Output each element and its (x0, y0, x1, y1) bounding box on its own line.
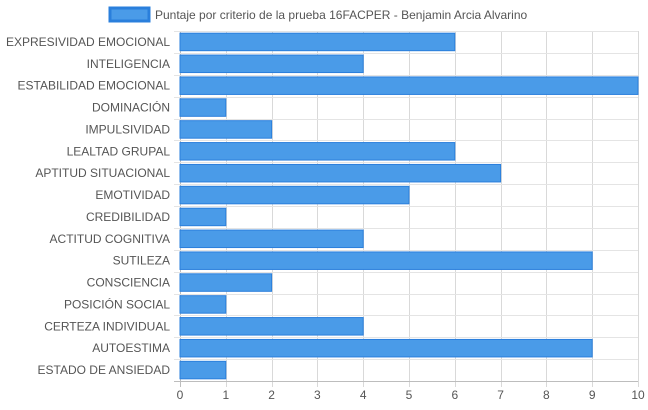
category-label: CONSCIENCIA (87, 276, 170, 290)
bar (179, 273, 273, 292)
category-label: EMOTIVIDAD (95, 188, 170, 202)
category-label: LEALTAD GRUPAL (67, 144, 171, 158)
x-tick-label: 2 (268, 388, 275, 402)
x-tick-label: 5 (406, 388, 413, 402)
x-tick-label: 4 (360, 388, 367, 402)
category-label: EXPRESIVIDAD EMOCIONAL (6, 35, 170, 49)
x-tick-label: 1 (222, 388, 229, 402)
x-tick-label: 8 (543, 388, 550, 402)
category-label: POSICIÓN SOCIAL (64, 296, 170, 311)
bar (179, 142, 456, 161)
bar (179, 229, 364, 249)
bar (179, 120, 273, 139)
x-tick-label: 7 (497, 388, 504, 402)
x-tick-label: 9 (589, 388, 596, 402)
category-label: ESTADO DE ANSIEDAD (38, 363, 171, 377)
bar (179, 317, 364, 336)
bar (179, 338, 593, 358)
bar (179, 360, 227, 380)
x-tick-label: 3 (314, 388, 321, 402)
category-label: CERTEZA INDIVIDUAL (44, 319, 170, 333)
category-label: ACTITUD COGNITIVA (50, 232, 170, 246)
category-label: IMPULSIVIDAD (85, 122, 170, 136)
legend-swatch (108, 6, 151, 23)
bars-group (179, 32, 639, 380)
bar (179, 163, 502, 183)
category-label: DOMINACIÓN (92, 100, 170, 115)
bar (179, 295, 227, 314)
chart-legend[interactable]: Puntaje por criterio de la prueba 16FACP… (108, 6, 528, 23)
category-label: CREDIBILIDAD (86, 210, 170, 224)
bar (179, 98, 227, 117)
bar (179, 54, 364, 74)
x-tick-label: 0 (177, 388, 184, 402)
bar (179, 207, 227, 227)
category-label: SUTILEZA (113, 254, 170, 268)
x-tick-label: 6 (451, 388, 458, 402)
category-label: APTITUD SITUACIONAL (35, 166, 170, 180)
x-axis-tick-labels: 0 1 2 3 4 5 6 7 8 9 10 (177, 388, 645, 402)
category-labels: EXPRESIVIDAD EMOCIONAL INTELIGENCIA ESTABI… (6, 35, 170, 377)
bar (179, 251, 593, 270)
bar (179, 76, 639, 95)
legend-label: Puntaje por criterio de la prueba 16FACP… (155, 8, 528, 22)
x-tick-label: 10 (631, 388, 645, 402)
bar (179, 185, 410, 205)
category-label: AUTOESTIMA (92, 341, 170, 355)
category-label: ESTABILIDAD EMOCIONAL (18, 79, 171, 93)
category-label: INTELIGENCIA (87, 57, 170, 71)
bar (179, 32, 456, 52)
